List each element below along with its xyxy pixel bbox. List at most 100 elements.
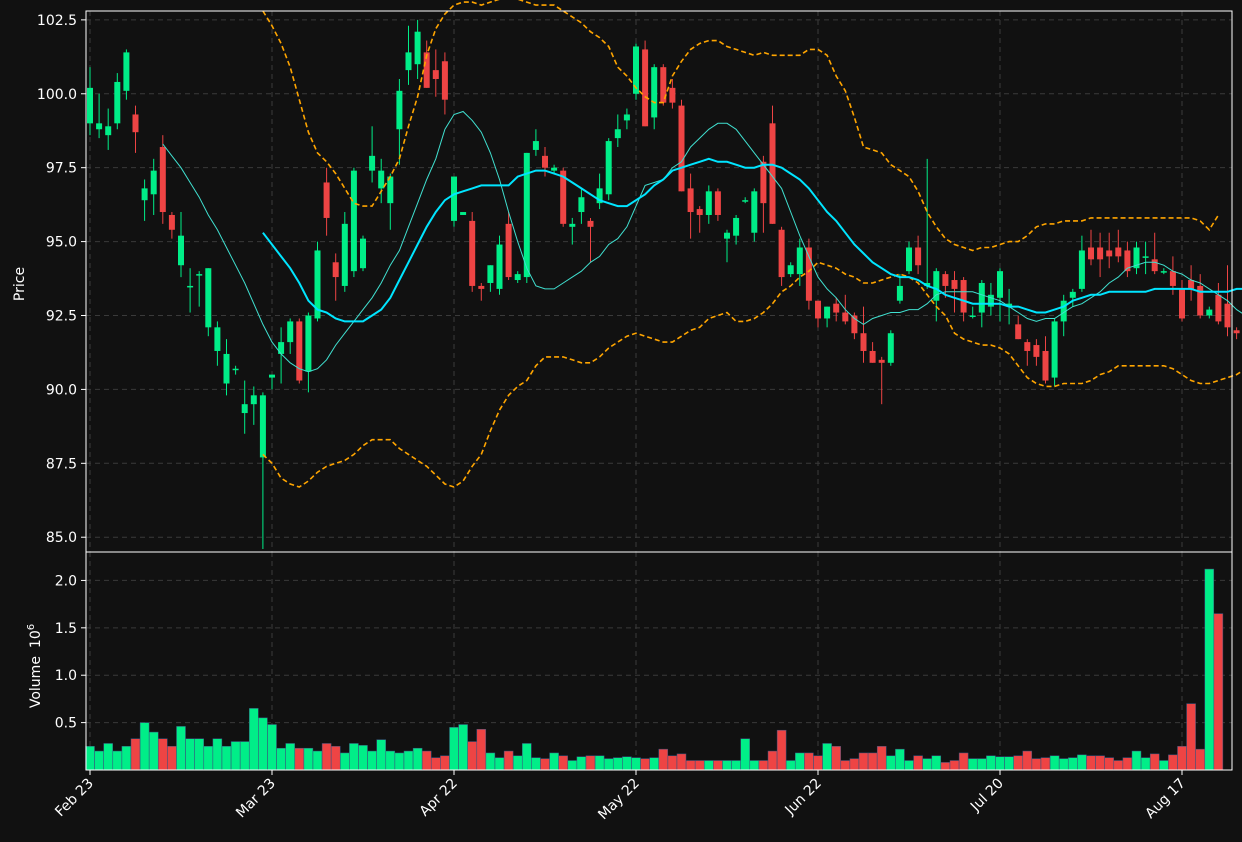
candle-down bbox=[1033, 345, 1040, 357]
candle-up bbox=[1060, 300, 1067, 322]
candle-up bbox=[1142, 256, 1149, 258]
volume-bar-up bbox=[522, 743, 532, 771]
volume-bar-up bbox=[203, 746, 214, 771]
volume-bar-down bbox=[1040, 757, 1051, 771]
price-candles bbox=[87, 19, 1240, 550]
volume-bar-up bbox=[239, 741, 250, 771]
candle-down bbox=[778, 229, 785, 278]
volume-bar-up bbox=[512, 755, 523, 771]
candle-down bbox=[696, 209, 703, 215]
volume-bar-up bbox=[376, 739, 386, 771]
candle-down bbox=[833, 303, 840, 313]
candle-down bbox=[1042, 350, 1049, 381]
price-y-tick-label: 100.0 bbox=[37, 87, 77, 103]
volume-panel: 0.5 1.0 1.5 2.0 Volume 106 bbox=[26, 551, 1233, 771]
volume-bar-down bbox=[949, 760, 960, 771]
volume-bar-up bbox=[549, 752, 559, 771]
volume-bar-up bbox=[221, 746, 232, 771]
candle-up bbox=[114, 81, 121, 124]
candle-down bbox=[1215, 294, 1222, 322]
volume-bar-down bbox=[1149, 753, 1160, 771]
volume-bar-up bbox=[1058, 758, 1069, 771]
candle-down bbox=[478, 285, 485, 289]
volume-bar-down bbox=[640, 758, 650, 771]
candle-down bbox=[441, 61, 448, 100]
volume-bar-up bbox=[212, 738, 223, 771]
candle-down bbox=[1124, 250, 1131, 272]
candle-up bbox=[1078, 250, 1085, 289]
candle-down bbox=[168, 214, 175, 230]
candle-up bbox=[232, 368, 239, 371]
candle-down bbox=[432, 70, 439, 79]
volume-bar-up bbox=[1131, 750, 1142, 771]
volume-bar-down bbox=[1095, 755, 1105, 771]
volume-axis-label-text: Volume bbox=[28, 656, 44, 708]
candle-up bbox=[187, 285, 194, 288]
candle-up bbox=[105, 126, 112, 136]
volume-bar-up bbox=[412, 747, 423, 771]
candle-up bbox=[733, 217, 740, 236]
volume-bar-down bbox=[1186, 703, 1196, 771]
candle-up bbox=[614, 129, 621, 139]
volume-bar-down bbox=[130, 738, 141, 771]
candle-down bbox=[1197, 285, 1204, 316]
candle-down bbox=[1015, 324, 1022, 340]
volume-bar-down bbox=[476, 728, 487, 771]
volume-bar-up bbox=[249, 708, 259, 771]
volume-bar-down bbox=[867, 752, 878, 771]
candle-up bbox=[278, 342, 285, 354]
price-y-tick-label: 95.0 bbox=[46, 235, 77, 251]
candle-up bbox=[596, 188, 603, 204]
candle-down bbox=[860, 333, 867, 351]
volume-bar-up bbox=[230, 741, 241, 771]
volume-bar-up bbox=[1077, 754, 1087, 771]
candle-down bbox=[815, 300, 821, 319]
volume-bar-up bbox=[176, 726, 186, 771]
candle-up bbox=[887, 333, 894, 363]
volume-bar-up bbox=[121, 746, 132, 771]
volume-bar-down bbox=[767, 750, 778, 771]
volume-bar-up bbox=[731, 760, 741, 771]
volume-bar-down bbox=[758, 760, 769, 771]
volume-bar-down bbox=[1104, 757, 1114, 771]
volume-bar-up bbox=[931, 755, 942, 771]
volume-axis-label-exponent: 6 bbox=[26, 624, 37, 630]
candle-up bbox=[623, 114, 630, 121]
volume-bar-down bbox=[167, 746, 177, 771]
volume-bar-up bbox=[148, 731, 159, 771]
volume-bar-down bbox=[158, 738, 168, 771]
candle-up bbox=[987, 294, 994, 307]
volume-bar-up bbox=[631, 757, 641, 771]
candle-down bbox=[1115, 247, 1122, 257]
volume-bar-down bbox=[776, 729, 787, 771]
candle-down bbox=[1088, 247, 1094, 260]
volume-bar-up bbox=[449, 727, 459, 771]
candle-up bbox=[259, 395, 266, 458]
volume-bar-up bbox=[139, 722, 150, 771]
candle-up bbox=[1069, 291, 1076, 298]
candle-up bbox=[742, 200, 749, 202]
candle-down bbox=[851, 315, 858, 334]
volume-bar-down bbox=[694, 760, 705, 771]
candle-up bbox=[651, 67, 658, 118]
volume-bar-up bbox=[967, 758, 978, 771]
volume-bar-down bbox=[849, 758, 860, 771]
candle-down bbox=[951, 280, 958, 289]
candle-up bbox=[824, 306, 831, 319]
volume-bar-up bbox=[367, 750, 377, 771]
volume-bar-up bbox=[1004, 756, 1014, 771]
volume-panel-frame bbox=[85, 551, 1233, 771]
volume-bar-down bbox=[858, 752, 869, 771]
volume-bar-down bbox=[1195, 748, 1205, 771]
volume-bar-down bbox=[958, 752, 969, 771]
volume-bar-up bbox=[785, 760, 796, 771]
candle-down bbox=[714, 191, 721, 215]
volume-bar-up bbox=[740, 738, 750, 771]
candle-down bbox=[915, 247, 922, 266]
volume-bar-down bbox=[876, 746, 887, 771]
candle-up bbox=[705, 191, 712, 215]
candle-up bbox=[1160, 271, 1167, 273]
candle-down bbox=[132, 114, 139, 133]
